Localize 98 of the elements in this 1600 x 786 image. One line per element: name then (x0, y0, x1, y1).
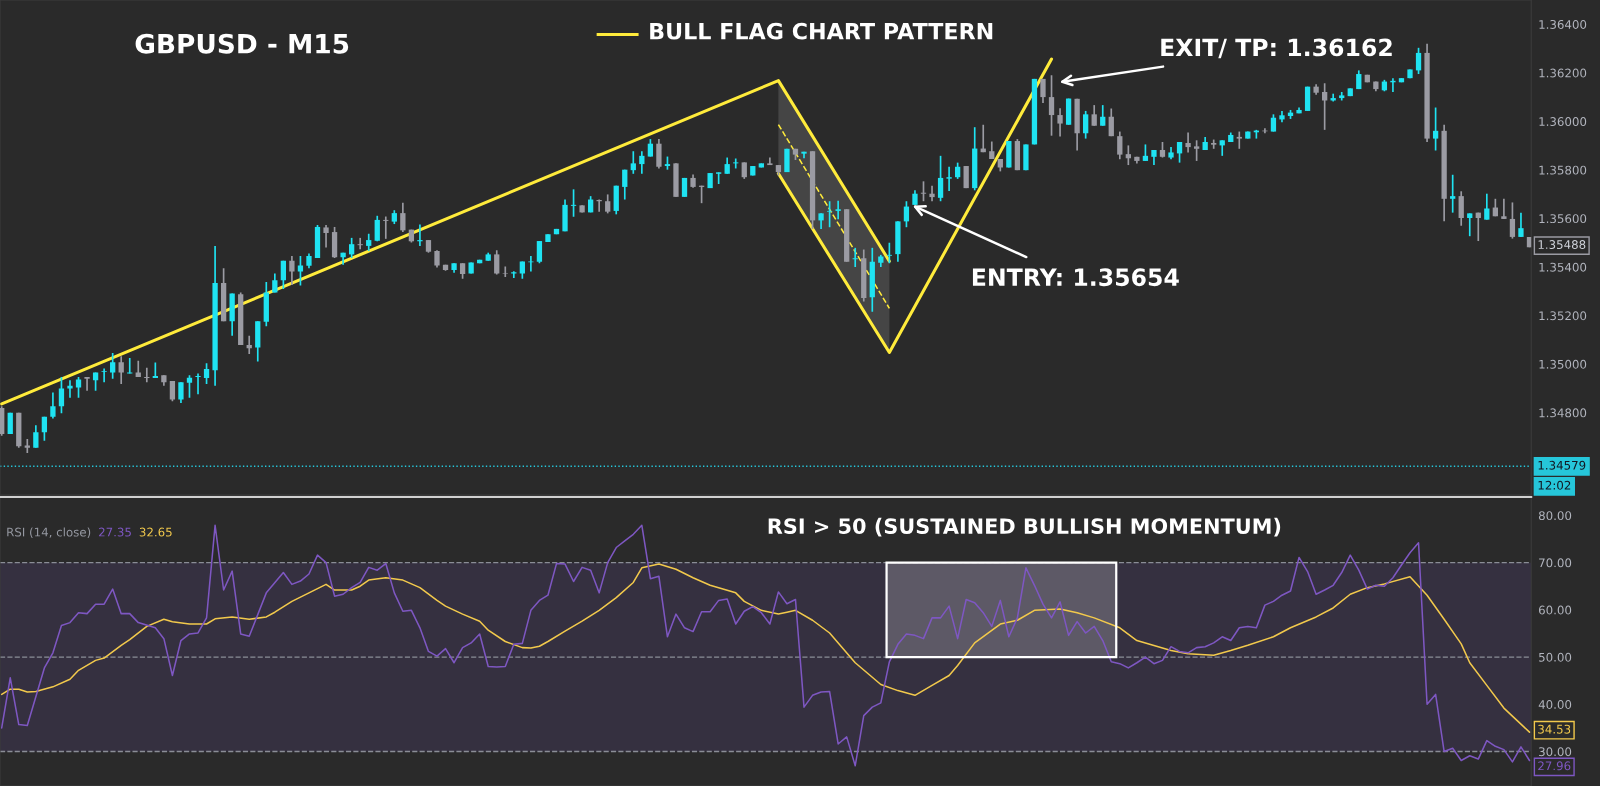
candlestick (826, 200, 833, 229)
candlestick (605, 193, 611, 215)
candlestick (58, 376, 65, 414)
y-tick-label: 1.34800 (1539, 408, 1587, 418)
text: 12:02 (1538, 480, 1571, 490)
candlestick (1509, 201, 1516, 240)
candlestick (1176, 141, 1183, 164)
candlestick (852, 246, 858, 268)
candlestick (110, 352, 116, 380)
candlestick (1091, 104, 1097, 127)
y-tick-label: 1.35600 (1539, 214, 1587, 224)
candlestick (357, 237, 363, 251)
legend-label: BULL FLAG CHART PATTERN (650, 22, 993, 40)
candlestick (929, 184, 935, 203)
candlestick (1415, 46, 1422, 75)
candlestick (1467, 212, 1473, 238)
candlestick (144, 366, 150, 384)
candlestick (41, 415, 48, 442)
candlestick (33, 424, 39, 449)
ref-line-label: 1.34579 (1538, 460, 1586, 470)
candlestick (1108, 107, 1114, 138)
y-tick-label: 1.36200 (1539, 68, 1587, 78)
candlestick (1236, 130, 1242, 150)
candlestick (280, 259, 287, 290)
candlestick (400, 201, 406, 233)
text: 34.53 (1538, 724, 1571, 734)
candlestick (886, 241, 893, 265)
y-tick-label: 40.00 (1538, 700, 1572, 709)
candlestick (118, 355, 124, 385)
candlestick (622, 168, 628, 201)
annotation: 27.35 (99, 527, 131, 537)
candlestick (1100, 104, 1106, 127)
y-tick-label: 1.36400 (1539, 20, 1587, 29)
candlestick (1185, 131, 1191, 154)
y-tick-label: 50.00 (1539, 652, 1572, 662)
candlestick (50, 391, 56, 420)
candlestick (349, 237, 355, 259)
candlestick (1450, 173, 1456, 214)
candlestick (1458, 190, 1464, 227)
candlestick (733, 157, 739, 170)
candlestick (1501, 197, 1507, 220)
candlestick (203, 362, 210, 385)
candlestick (835, 199, 841, 221)
candlestick (101, 367, 107, 384)
candlestick (920, 180, 927, 203)
y-tick-label: 1.36000 (1539, 117, 1587, 127)
candlestick (417, 223, 423, 247)
candlestick (84, 376, 90, 392)
candlestick (903, 200, 910, 229)
y-tick-label: 1.35800 (1539, 165, 1587, 175)
candlestick (1125, 144, 1131, 166)
y-tick-label: 70.00 (1539, 558, 1572, 568)
candlestick (946, 165, 952, 192)
candlestick (383, 215, 389, 240)
y-tick-label: 80.00 (1538, 511, 1572, 521)
candlestick (374, 214, 380, 243)
annotation: EXIT/ TP: 1.36162 (1161, 38, 1392, 59)
y-tick-label: 60.00 (1538, 605, 1572, 615)
candlestick (1484, 192, 1490, 221)
candlestick (937, 155, 944, 203)
candlestick (1193, 139, 1200, 162)
candlestick (24, 438, 30, 454)
annotation: ENTRY: 1.35654 (972, 268, 1179, 287)
candlestick (127, 357, 133, 375)
candlestick (1117, 130, 1123, 161)
candlestick (639, 150, 645, 175)
y-tick-label: 1.35400 (1539, 262, 1587, 272)
annotation: RSI (14, close) (7, 527, 91, 538)
candlestick (297, 255, 304, 287)
text: 1.35488 (1538, 240, 1586, 250)
candlestick (536, 240, 543, 265)
candlestick (178, 381, 184, 404)
candlestick (186, 374, 193, 399)
y-tick-label: 30.00 (1539, 747, 1572, 757)
candlestick (1211, 138, 1217, 150)
candlestick (511, 270, 517, 279)
annotation: 32.65 (139, 527, 172, 537)
candlestick (169, 380, 176, 403)
candlestick (1057, 107, 1063, 138)
text: GBPUSD - M15 (135, 33, 349, 54)
candlestick (494, 249, 500, 276)
candlestick (1432, 106, 1439, 152)
candlestick (1518, 211, 1524, 238)
annotation: RSI > 50 (SUSTAINED BULLISH MOMENTUM) (768, 517, 1281, 537)
candlestick (1048, 74, 1055, 137)
candlestick (289, 255, 295, 286)
y-tick-label: 1.35200 (1539, 311, 1587, 321)
candlestick (1083, 110, 1089, 140)
candlestick (323, 224, 329, 249)
text: 27.96 (1538, 761, 1571, 771)
candlestick (1040, 78, 1046, 104)
candlestick (195, 372, 201, 396)
y-tick-label: 1.35000 (1539, 359, 1587, 369)
candlestick (528, 255, 534, 273)
candlestick (656, 138, 662, 170)
candlestick (75, 376, 82, 399)
candlestick (630, 150, 636, 175)
candlestick (570, 188, 577, 218)
